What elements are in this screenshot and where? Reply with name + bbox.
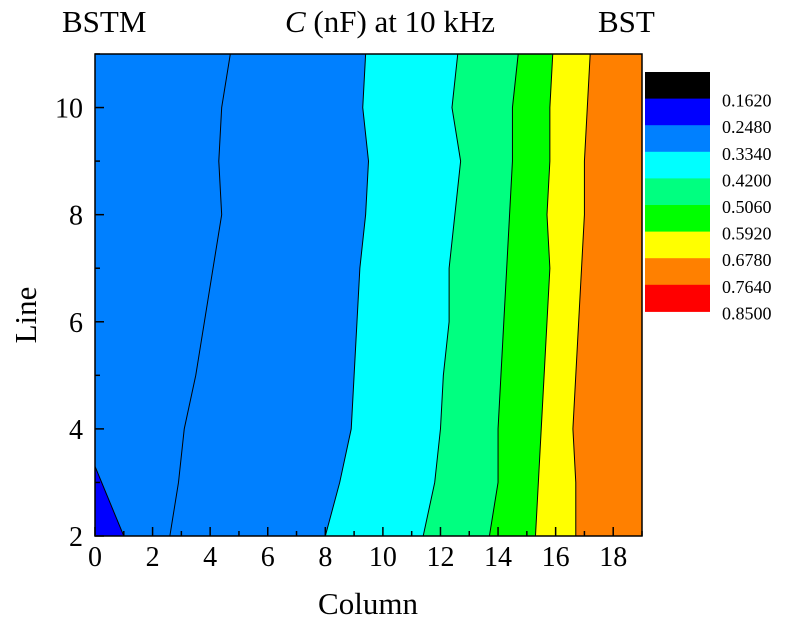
x-tick-label: 14 bbox=[484, 542, 512, 573]
y-axis: 2 4 6 8 10 bbox=[55, 53, 104, 553]
x-tick-label: 18 bbox=[599, 542, 627, 573]
legend-level-label: 0.4200 bbox=[722, 170, 772, 190]
y-tick-label: 6 bbox=[69, 308, 83, 339]
x-tick-label: 10 bbox=[369, 542, 397, 573]
y-tick-label: 10 bbox=[55, 94, 83, 125]
plot-area bbox=[94, 53, 643, 537]
legend-level-label: 0.2480 bbox=[722, 117, 772, 137]
contour-band-7 bbox=[572, 54, 642, 536]
legend-swatch bbox=[645, 205, 710, 233]
y-axis-label: Line bbox=[8, 287, 43, 344]
x-tick-label: 6 bbox=[261, 542, 275, 573]
legend-swatch bbox=[645, 98, 710, 126]
y-tick-label: 8 bbox=[69, 201, 83, 232]
legend-level-label: 0.8500 bbox=[722, 303, 772, 323]
plot-frame bbox=[94, 53, 643, 537]
left-corner-label: BSTM bbox=[62, 4, 146, 39]
legend-swatch bbox=[645, 178, 710, 206]
contour-fills bbox=[95, 54, 642, 536]
x-axis: 0 2 4 6 8 10 12 14 16 18 bbox=[88, 527, 643, 573]
legend-level-label: 0.1620 bbox=[722, 91, 772, 111]
x-tick-label: 2 bbox=[146, 542, 160, 573]
chart-title-symbol: C bbox=[285, 4, 306, 39]
x-tick-label: 12 bbox=[426, 542, 454, 573]
x-axis-label: Column bbox=[318, 586, 418, 621]
y-tick-label: 2 bbox=[69, 522, 83, 553]
legend-swatch bbox=[645, 151, 710, 179]
color-scale-legend: 0.1620 0.2480 0.3340 0.4200 0.5060 0.5920 0.67… bbox=[645, 72, 772, 323]
legend-level-label: 0.5920 bbox=[722, 224, 772, 244]
y-tick-label: 4 bbox=[69, 415, 83, 446]
x-tick-label: 8 bbox=[318, 542, 332, 573]
legend-level-label: 0.6780 bbox=[722, 250, 772, 270]
chart-title-rest: (nF) at 10 kHz bbox=[306, 4, 495, 39]
legend-swatch bbox=[645, 258, 710, 286]
x-tick-label: 0 bbox=[88, 542, 102, 573]
x-tick-label: 16 bbox=[542, 542, 570, 573]
legend-swatch bbox=[645, 125, 710, 153]
legend-level-label: 0.5060 bbox=[722, 197, 772, 217]
right-corner-label: BST bbox=[598, 4, 655, 39]
legend-swatch bbox=[645, 231, 710, 259]
legend-swatch bbox=[645, 72, 710, 100]
x-tick-label: 4 bbox=[203, 542, 217, 573]
legend-level-label: 0.7640 bbox=[722, 277, 772, 297]
legend-level-label: 0.3340 bbox=[722, 144, 772, 164]
chart-title: C (nF) at 10 kHz bbox=[285, 4, 495, 39]
contour-band-1 bbox=[95, 466, 125, 536]
legend-swatch bbox=[645, 284, 710, 312]
